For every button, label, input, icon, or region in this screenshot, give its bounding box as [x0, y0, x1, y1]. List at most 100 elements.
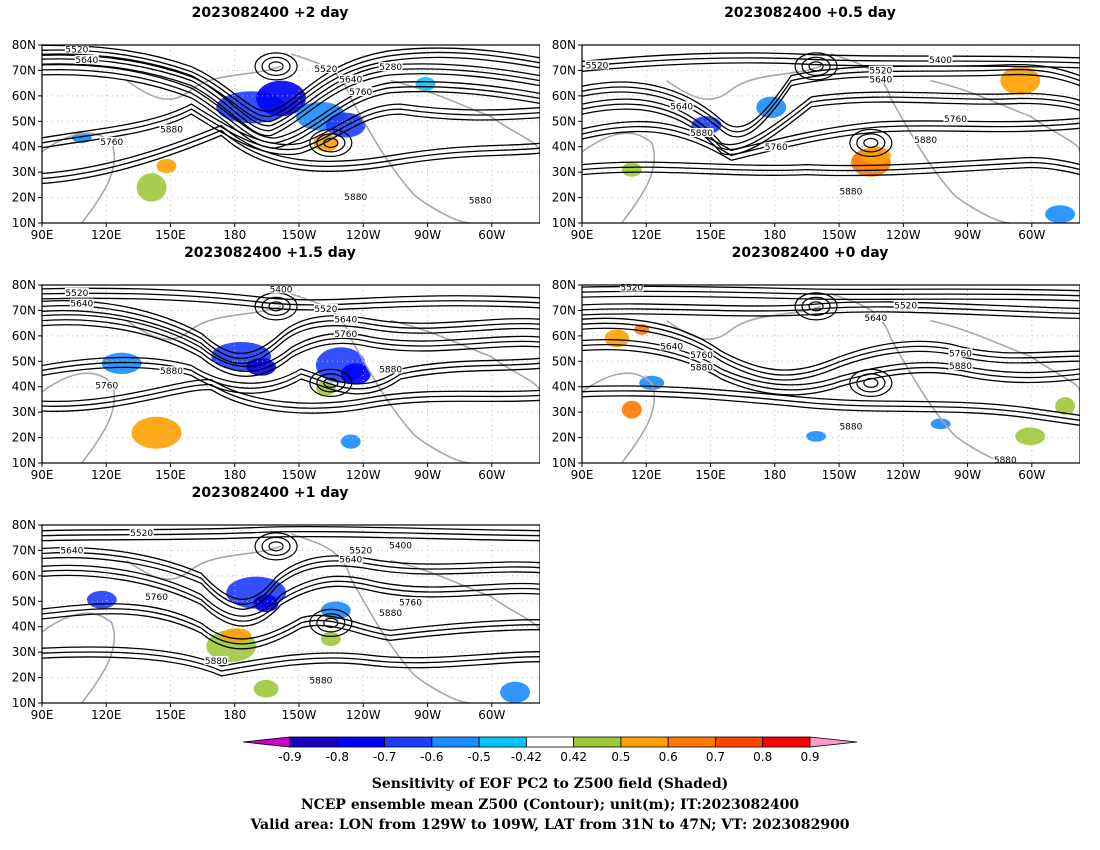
contour-label: 5760: [690, 351, 713, 361]
contour-label-bg: [928, 55, 953, 65]
lon-tick-label: 90W: [414, 468, 441, 480]
contour-label-bg: [943, 113, 968, 123]
contour-line: [41, 656, 540, 677]
lon-tick-label: 90W: [954, 228, 981, 240]
contour-label: 5640: [339, 76, 362, 86]
colorbar-box: [384, 736, 433, 748]
contour-line: [41, 124, 540, 175]
contour-line: [41, 366, 540, 395]
colorbar-box: [667, 736, 716, 748]
closed-contour: [849, 128, 893, 158]
contour-label-bg: [689, 350, 714, 360]
contour-label-bg: [948, 360, 973, 370]
closed-contour: [856, 373, 886, 393]
contour-line: [41, 564, 540, 617]
lon-tick-label: 120W: [346, 468, 381, 480]
lat-tick-label: 60N: [12, 569, 36, 583]
plot-background: [582, 285, 1080, 463]
lon-tick-label: 120E: [91, 708, 122, 720]
panel-title: 2023082400 +2 day: [191, 5, 349, 21]
colorbar-tick-label: -0.7: [373, 750, 396, 764]
shading-patch: [415, 77, 436, 92]
contour-label: 5520: [620, 284, 643, 294]
coastline: [581, 132, 656, 224]
contour-line: [41, 556, 540, 610]
colorbar-tick-label: 0.42: [560, 750, 587, 764]
contour-label: 5640: [864, 314, 887, 324]
shading-patch: [806, 430, 827, 442]
closed-contour: [268, 61, 284, 72]
closed-contour: [316, 613, 346, 633]
colorbar-box: [336, 736, 385, 748]
lat-tick-label: 80N: [12, 518, 36, 532]
contour-label-bg: [838, 186, 863, 196]
lon-tick-label: 150E: [695, 228, 726, 240]
lat-tick-label: 60N: [12, 89, 36, 103]
contour-line: [581, 285, 1080, 292]
lat-tick-label: 50N: [552, 114, 576, 128]
contour-line: [41, 73, 540, 149]
colorbar-box: [573, 736, 622, 748]
contour-label-bg: [619, 282, 644, 292]
shading-patch: [136, 173, 167, 202]
contour-line: [581, 117, 1080, 152]
lon-tick-label: 120E: [91, 228, 122, 240]
contour-label: 5640: [60, 547, 83, 557]
lon-tick-label: 120W: [886, 468, 921, 480]
plot-frame: [581, 44, 1080, 224]
lat-tick-label: 70N: [12, 303, 36, 317]
closed-contour: [801, 296, 831, 316]
lon-tick-label: 90W: [414, 228, 441, 240]
lon-tick-label: 60W: [478, 708, 505, 720]
contour-label-bg: [159, 366, 184, 376]
coastline: [581, 372, 656, 464]
map-plot: 5520 5640 5400 5520 5640 5760 5760 5880 5880 5880…: [0, 505, 540, 720]
contour-label-bg: [269, 284, 294, 294]
closed-contour: [856, 133, 886, 153]
contour-line: [41, 129, 540, 180]
contour-label: 5880: [205, 657, 228, 667]
contour-line: [581, 327, 1080, 381]
colorbar-tick-label: 0.8: [753, 750, 772, 764]
lat-tick-label: 20N: [12, 191, 36, 205]
contour-line: [581, 385, 1080, 416]
contour-line: [41, 646, 540, 667]
lon-tick-label: 90W: [414, 708, 441, 720]
z500-contours: [41, 525, 540, 677]
shading-patch: [1055, 397, 1076, 415]
contour-label: 5400: [389, 541, 412, 551]
contour-label: 5520: [585, 61, 608, 71]
shading-patch: [131, 416, 182, 449]
contour-label-bg: [64, 287, 89, 297]
contour-line: [581, 101, 1080, 156]
lat-tick-label: 10N: [12, 216, 36, 230]
contour-line: [41, 63, 540, 137]
colorbar-tick-label: 0.5: [611, 750, 630, 764]
contour-label-bg: [343, 192, 368, 202]
map-plot: 5520 5400 5520 5640 5640 5880 5760 5760 5880 5880…: [540, 25, 1080, 240]
contour-label: 5880: [839, 188, 862, 198]
lat-tick-label: 10N: [12, 696, 36, 710]
contour-line: [41, 53, 540, 127]
contour-line: [581, 295, 1080, 302]
lon-tick-label: 120W: [346, 708, 381, 720]
shading-patch: [320, 631, 341, 647]
contour-line: [581, 311, 1080, 320]
shading-patch: [860, 146, 891, 165]
panel-plus2-day: 2023082400 +2 day 5520 5640 5280 5520 5640 57…: [0, 5, 540, 240]
contour-line: [581, 63, 1080, 128]
lat-tick-label: 50N: [12, 354, 36, 368]
contour-label: 5760: [765, 143, 788, 153]
lat-tick-label: 70N: [12, 63, 36, 77]
lat-tick-label: 20N: [12, 431, 36, 445]
contour-label-bg: [204, 656, 229, 666]
lat-tick-label: 30N: [12, 405, 36, 419]
colorbar-tick-label: -0.9: [278, 750, 301, 764]
contour-label: 5880: [690, 129, 713, 139]
contour-label: 5400: [270, 285, 293, 295]
lat-tick-label: 40N: [12, 380, 36, 394]
lat-tick-label: 30N: [12, 165, 36, 179]
contour-line: [581, 96, 1080, 151]
contour-label-bg: [144, 591, 169, 601]
